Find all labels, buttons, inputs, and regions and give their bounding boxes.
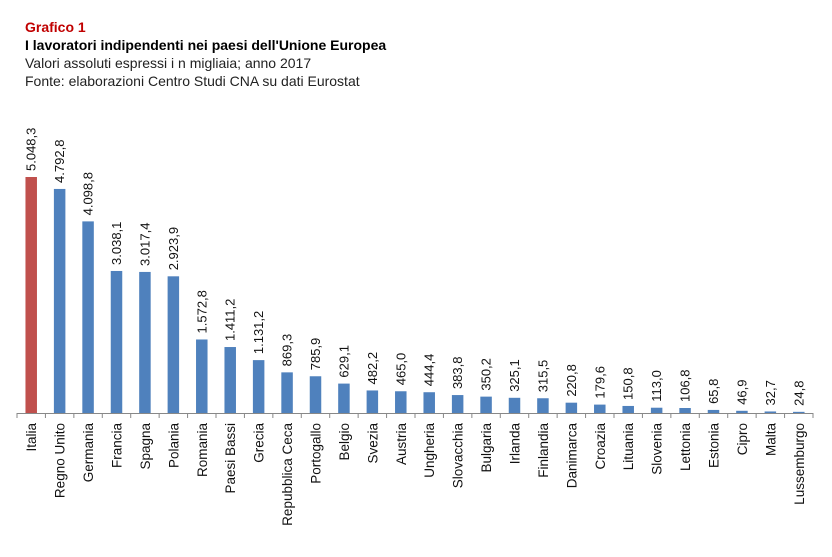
bar-cipro [736, 410, 748, 413]
category-label: Finlandia [536, 423, 551, 478]
category-label: Malta [763, 423, 778, 457]
category-labels: Italia Regno Unito Germania Francia Spagna Po… [24, 423, 807, 526]
bar-lussemburgo [793, 411, 805, 413]
value-label: 629,1 [336, 345, 351, 378]
bars-group [25, 177, 805, 413]
category-label: Repubblica Ceca [280, 423, 295, 526]
bar-italia [25, 177, 37, 413]
value-label: 3.017,4 [137, 223, 152, 266]
value-label: 315,5 [535, 360, 550, 393]
bar-portogallo [309, 376, 322, 413]
category-label: Cipro [735, 423, 750, 455]
bar-francia [110, 270, 123, 413]
value-label: 785,9 [308, 338, 323, 371]
bar-belgio [338, 383, 350, 413]
category-label: Regno Unito [53, 423, 68, 498]
bar-polania [167, 276, 180, 413]
category-label: Bulgaria [479, 423, 494, 473]
bar-germania [82, 221, 94, 413]
category-label: Ungheria [422, 423, 437, 478]
value-label: 350,2 [479, 358, 494, 391]
bar-lituania [622, 405, 634, 413]
bar-austria [395, 391, 407, 413]
category-label: Germania [81, 423, 96, 483]
bar-bulgaria [480, 396, 492, 413]
bar-paesi-bassi [224, 347, 236, 413]
bar-repubblica-ceca [281, 372, 293, 413]
bar-irlanda [508, 397, 521, 413]
category-label: Grecia [252, 423, 267, 463]
value-label: 465,0 [393, 353, 408, 386]
bar-malta [764, 411, 777, 413]
chart-subtitle: Valori assoluti espressi i n migliaia; a… [25, 55, 312, 71]
value-label: 1.411,2 [223, 299, 238, 341]
bar-finlandia [537, 398, 549, 413]
category-label: Slovacchia [451, 423, 466, 489]
bar-slovenia [650, 407, 663, 413]
chart-source: Fonte: elaborazioni Centro Studi CNA su … [25, 73, 360, 89]
category-label: Slovenia [650, 423, 665, 475]
value-label: 24,8 [791, 381, 806, 406]
category-label: Estonia [707, 423, 722, 469]
value-label: 113,0 [649, 370, 664, 402]
bar-romania [196, 339, 208, 413]
bar-ungheria [423, 392, 435, 413]
chart-kicker: Grafico 1 [25, 19, 86, 35]
value-label: 5.048,3 [24, 128, 39, 171]
category-label: Lussemburgo [792, 423, 807, 505]
value-label: 325,1 [507, 359, 522, 392]
category-label: Francia [110, 423, 125, 469]
category-label: Italia [24, 423, 39, 452]
category-label: Paesi Bassi [223, 423, 238, 494]
value-label: 482,2 [365, 352, 380, 385]
category-label: Polania [166, 423, 181, 469]
value-label: 220,8 [564, 364, 579, 397]
category-label: Austria [394, 423, 409, 466]
bar-lettonia [679, 408, 691, 413]
bar-estonia [707, 409, 720, 413]
chart-title: I lavoratori indipendenti nei paesi dell… [25, 37, 387, 53]
category-label: Portogallo [309, 423, 324, 484]
value-label: 179,6 [592, 366, 607, 399]
bar-croazia [594, 404, 606, 413]
value-label: 3.038,1 [109, 222, 124, 265]
bar-slovacchia [451, 395, 464, 413]
value-label: 46,9 [734, 379, 749, 404]
bar-regno-unito [53, 188, 66, 413]
category-label: Svezia [365, 423, 380, 464]
value-label: 65,8 [706, 379, 721, 404]
value-label: 383,8 [450, 357, 465, 390]
value-label: 869,3 [280, 334, 295, 367]
value-label: 1.131,2 [251, 311, 266, 354]
value-label: 1.572,8 [194, 290, 209, 333]
bar-svezia [366, 390, 379, 413]
value-label: 4.098,8 [81, 172, 96, 215]
category-label: Croazia [593, 423, 608, 470]
value-label: 106,8 [678, 369, 693, 402]
x-axis [16, 413, 814, 418]
value-label: 4.792,8 [52, 140, 67, 183]
category-label: Belgio [337, 423, 352, 461]
category-label: Spagna [138, 423, 153, 470]
value-label: 444,4 [422, 354, 437, 387]
value-label: 2.923,9 [166, 227, 181, 270]
value-label: 150,8 [621, 367, 636, 400]
category-label: Lettonia [678, 423, 693, 472]
category-label: Irlanda [508, 423, 523, 465]
category-label: Romania [195, 423, 210, 478]
bar-grecia [252, 360, 265, 413]
value-label: 32,7 [763, 380, 778, 405]
category-label: Lituania [621, 423, 636, 471]
chart-header: Grafico 1 I lavoratori indipendenti nei … [25, 18, 386, 90]
category-label: Danimarca [564, 423, 579, 489]
bar-danimarca [565, 402, 578, 413]
bar-spagna [139, 271, 151, 413]
value-labels: 5.048,3 4.792,8 4.098,8 3.038,1 3.017,4 2.923… [24, 128, 807, 406]
